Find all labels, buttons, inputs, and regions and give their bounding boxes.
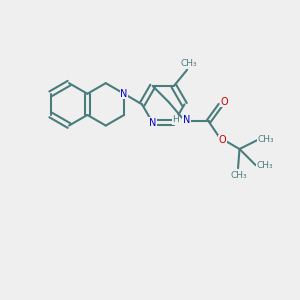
Text: H: H bbox=[172, 116, 179, 124]
Text: CH₃: CH₃ bbox=[256, 161, 273, 170]
Text: O: O bbox=[221, 97, 229, 106]
Text: N: N bbox=[183, 115, 190, 125]
Text: N: N bbox=[149, 118, 156, 128]
Text: N: N bbox=[120, 89, 128, 99]
Text: CH₃: CH₃ bbox=[180, 59, 197, 68]
Text: CH₃: CH₃ bbox=[230, 171, 247, 180]
Text: O: O bbox=[219, 135, 226, 145]
Text: CH₃: CH₃ bbox=[258, 135, 274, 144]
